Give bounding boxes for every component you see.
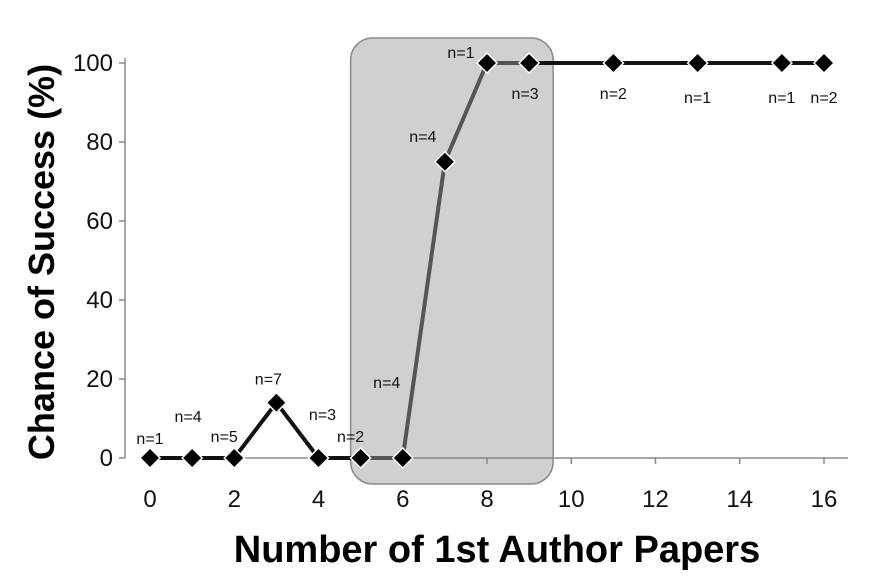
data-point-label: n=2 bbox=[337, 429, 364, 446]
data-point-label: n=1 bbox=[136, 431, 163, 448]
data-point-label: n=4 bbox=[175, 409, 202, 426]
series-line-segment bbox=[274, 400, 321, 460]
highlight-layer bbox=[349, 37, 554, 485]
data-point-label: n=2 bbox=[600, 86, 627, 103]
data-point-marker bbox=[433, 150, 456, 173]
data-point-label: n=2 bbox=[810, 90, 837, 107]
series-line-segment bbox=[442, 61, 489, 164]
x-tick-label: 0 bbox=[143, 486, 156, 513]
data-point-label: n=1 bbox=[768, 90, 795, 107]
data-point-marker bbox=[138, 446, 162, 470]
x-tick-label: 2 bbox=[228, 486, 241, 513]
data-point-marker bbox=[602, 51, 625, 75]
data-point-label: n=1 bbox=[447, 45, 474, 62]
data-point-marker bbox=[475, 51, 499, 75]
data-point-marker bbox=[307, 446, 330, 470]
y-tick-label: 40 bbox=[86, 287, 113, 314]
x-tick-label: 4 bbox=[312, 486, 325, 513]
axes-layer: 0 20 40 60 80 100 0 2 4 6 8 10 12 14 16 bbox=[73, 50, 848, 513]
lines-layer bbox=[148, 61, 826, 460]
y-tick-label: 100 bbox=[73, 50, 113, 77]
y-tick-label: 80 bbox=[86, 129, 113, 156]
data-point-marker bbox=[391, 446, 414, 470]
data-point-marker bbox=[812, 51, 836, 75]
data-point-label: n=4 bbox=[409, 129, 436, 146]
y-axis-title: Chance of Success (%) bbox=[21, 64, 62, 460]
data-point-marker bbox=[181, 446, 204, 470]
labels-layer: n=1n=4n=5n=7n=3n=2n=4n=4n=1n=3 n=2 n=1 n=1 n… bbox=[136, 45, 837, 448]
data-point-label: n=1 bbox=[684, 90, 711, 107]
markers-layer bbox=[138, 51, 836, 470]
y-tick-label: 60 bbox=[86, 208, 113, 235]
data-point-label: n=4 bbox=[373, 375, 400, 392]
y-tick-label: 20 bbox=[86, 366, 113, 393]
data-point-marker bbox=[686, 51, 709, 75]
x-axis-title: Number of 1st Author Papers bbox=[234, 529, 760, 571]
data-point-label: n=5 bbox=[211, 429, 238, 446]
data-point-marker bbox=[349, 446, 372, 470]
series-line-segment bbox=[400, 159, 447, 460]
data-point-marker bbox=[770, 51, 793, 75]
data-point-marker bbox=[518, 51, 541, 75]
data-point-label: n=7 bbox=[255, 372, 282, 389]
x-tick-label: 10 bbox=[558, 486, 585, 513]
data-point-marker bbox=[265, 391, 288, 414]
x-tick-label: 16 bbox=[811, 486, 838, 513]
data-point-marker bbox=[223, 446, 246, 470]
series-line-segment bbox=[232, 400, 279, 460]
data-point-label: n=3 bbox=[512, 86, 539, 103]
x-tick-label: 8 bbox=[480, 486, 493, 513]
x-tick-label: 14 bbox=[726, 486, 753, 513]
data-point-label: n=3 bbox=[309, 407, 336, 424]
y-tick-label: 0 bbox=[100, 445, 113, 472]
highlight-box bbox=[349, 37, 554, 485]
x-tick-label: 12 bbox=[642, 486, 669, 513]
x-tick-label: 6 bbox=[396, 486, 409, 513]
